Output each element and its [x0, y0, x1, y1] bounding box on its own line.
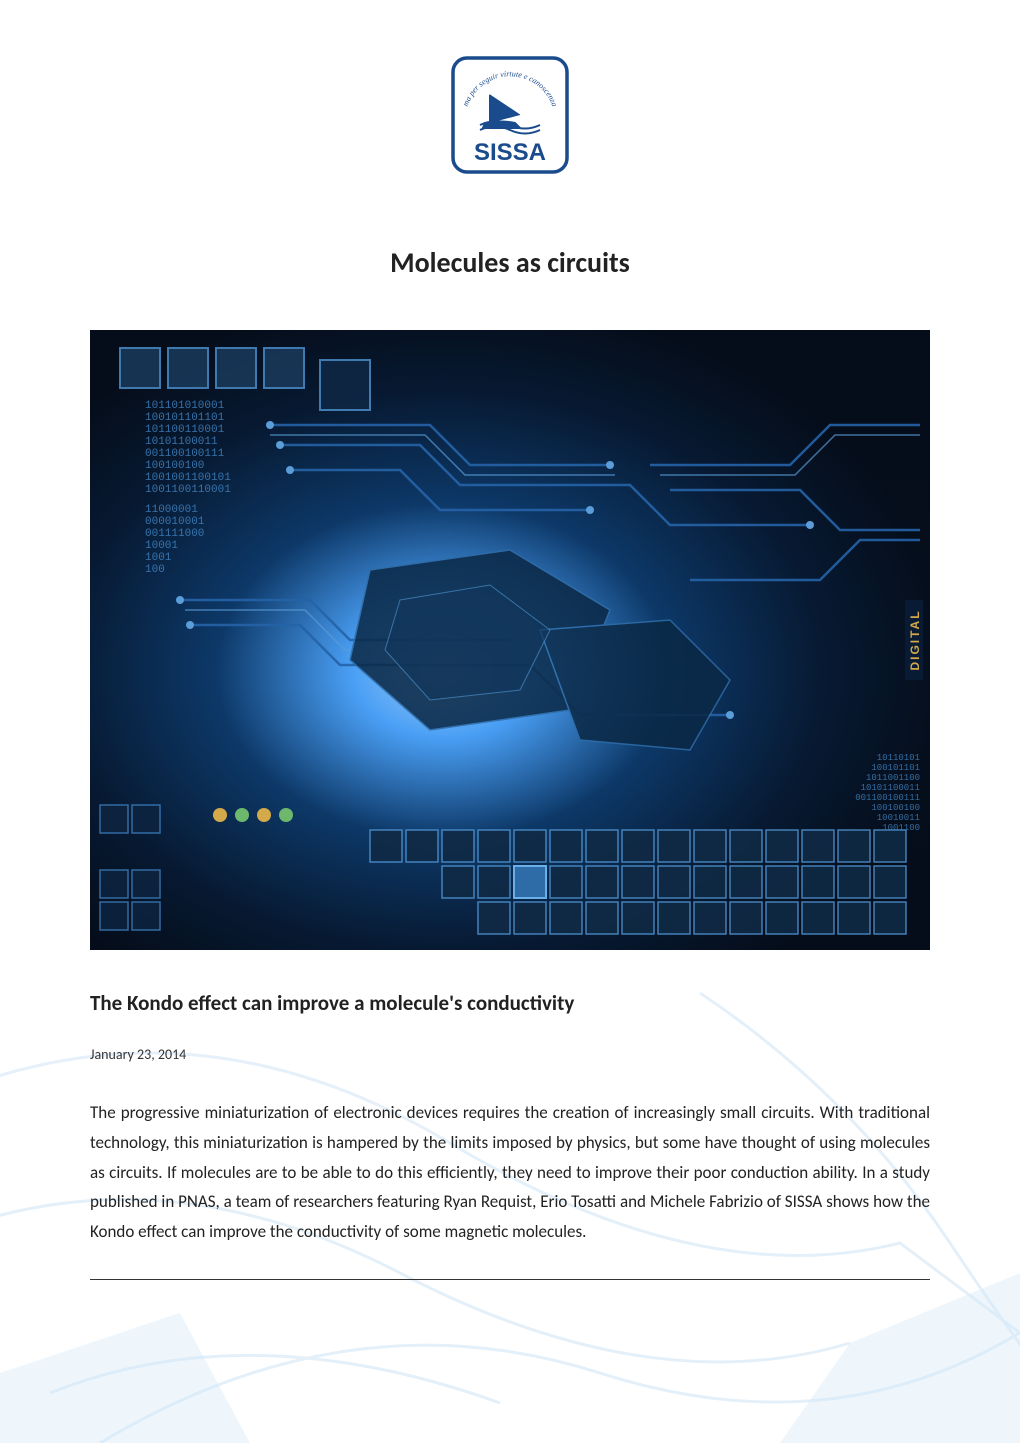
svg-text:1001: 1001 [145, 552, 172, 564]
svg-text:1001100: 1001100 [882, 823, 920, 833]
svg-text:10101100011: 10101100011 [145, 436, 218, 448]
svg-text:100101101: 100101101 [871, 763, 920, 773]
logo-container: ma per seguir virtute e canoscenza SISSA [90, 50, 930, 185]
svg-text:1001100110001: 1001100110001 [145, 484, 231, 496]
svg-text:ma per seguir virtute e canosc: ma per seguir virtute e canoscenza [461, 69, 559, 107]
svg-text:101100110001: 101100110001 [145, 424, 225, 436]
article-body: The progressive miniaturization of elect… [90, 1098, 930, 1247]
svg-text:100101101101: 100101101101 [145, 412, 225, 424]
hero-image: 101101010001 100101101101 101100110001 1… [90, 330, 930, 950]
svg-text:10110101: 10110101 [877, 753, 920, 763]
article-subtitle: The Kondo effect can improve a molecule'… [90, 990, 930, 1016]
svg-text:1001001100101: 1001001100101 [145, 472, 231, 484]
svg-text:001100100111: 001100100111 [855, 793, 920, 803]
svg-text:100100100: 100100100 [145, 460, 204, 472]
svg-text:100: 100 [145, 564, 165, 576]
svg-text:10010011: 10010011 [877, 813, 920, 823]
logo-motto: ma per seguir virtute e canoscenza [461, 69, 559, 107]
svg-text:000010001: 000010001 [145, 516, 205, 528]
logo-name: SISSA [474, 139, 546, 166]
svg-text:10001: 10001 [145, 540, 178, 552]
svg-text:11000001: 11000001 [145, 504, 198, 516]
article-title: Molecules as circuits [90, 245, 930, 280]
svg-text:10101100011: 10101100011 [861, 783, 920, 793]
svg-text:001111000: 001111000 [145, 528, 204, 540]
page-content: ma per seguir virtute e canoscenza SISSA… [0, 0, 1020, 1280]
sissa-logo: ma per seguir virtute e canoscenza SISSA [445, 50, 575, 185]
svg-text:1011001100: 1011001100 [866, 773, 920, 783]
digital-label: DIGITAL [908, 609, 922, 670]
section-divider [90, 1279, 930, 1280]
svg-text:100100100: 100100100 [871, 803, 920, 813]
article-date: January 23, 2014 [90, 1046, 930, 1063]
svg-text:101101010001: 101101010001 [145, 400, 225, 412]
svg-text:001100100111: 001100100111 [145, 448, 225, 460]
